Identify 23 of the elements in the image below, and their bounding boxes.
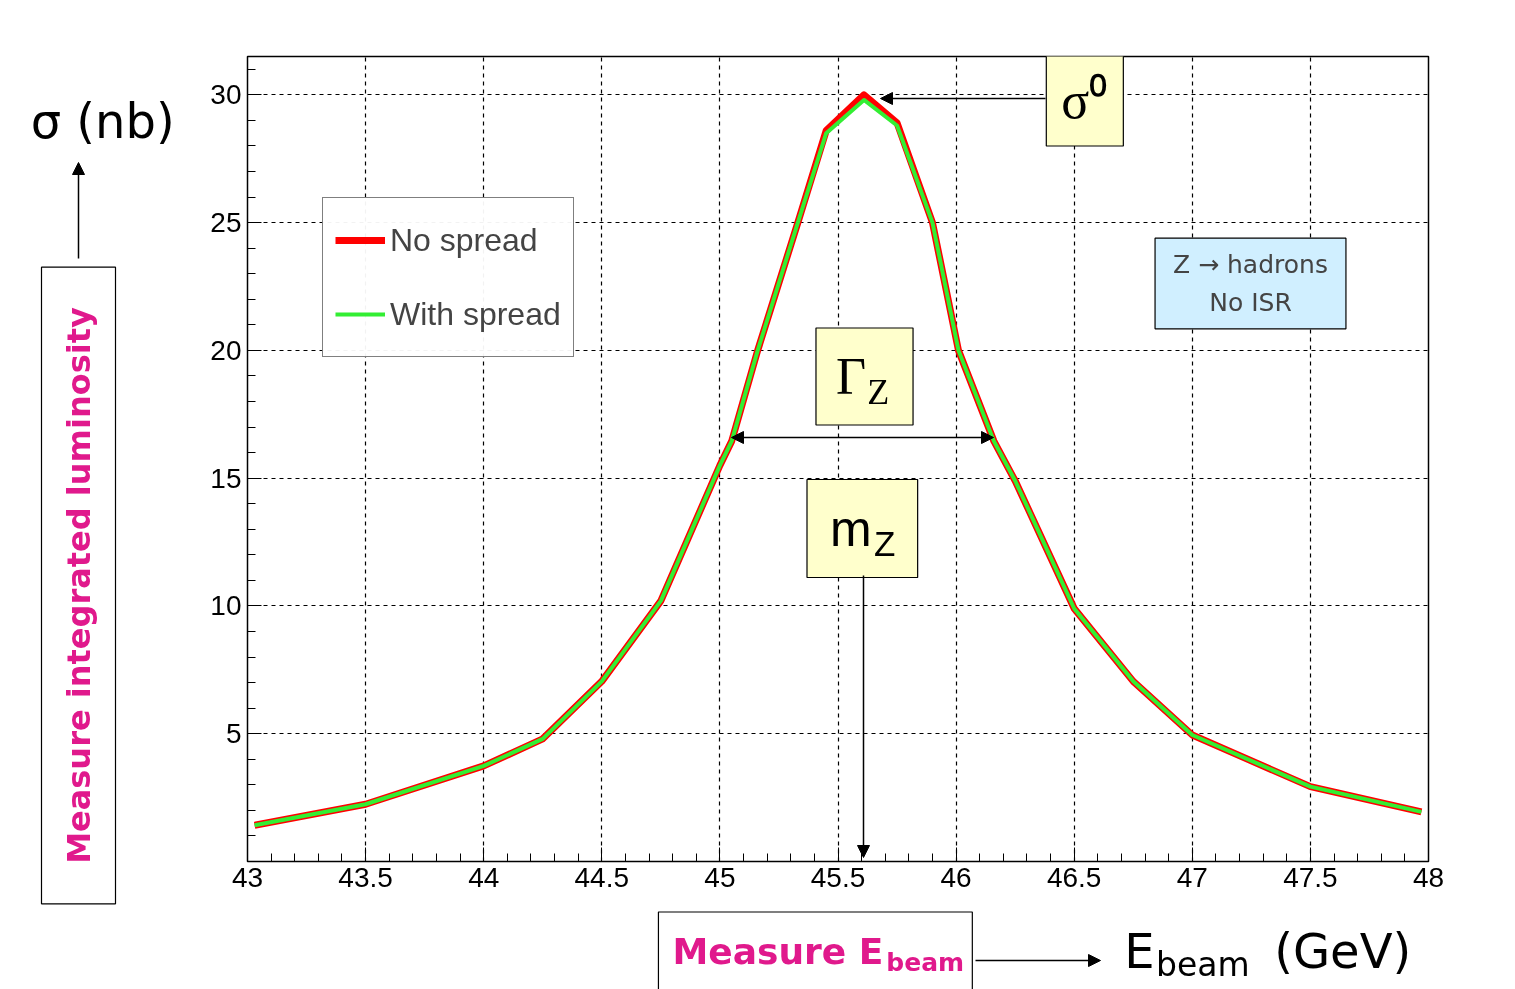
- text: Measure integrated luminosity: [59, 307, 98, 864]
- y-axis-title: σ (nb): [30, 92, 175, 149]
- y-tick-label: 5: [225, 718, 242, 750]
- x-tick-label: 44.5: [574, 861, 630, 893]
- x-tick-label: 47: [1176, 861, 1208, 893]
- y-tick-label: 20: [210, 334, 242, 366]
- y-tick-label: 25: [210, 207, 242, 239]
- x-tick-label: 45: [704, 861, 736, 893]
- x-tick-label: 47.5: [1283, 861, 1338, 893]
- annotation: Z → hadrons No ISR: [1173, 250, 1328, 317]
- legend-label: With spread: [390, 294, 561, 334]
- annotation: σ⁰: [1061, 72, 1108, 129]
- x-tick-label: 46.5: [1046, 861, 1102, 893]
- x-tick-label: 48: [1412, 861, 1445, 893]
- y-tick-label: 15: [210, 462, 242, 494]
- x-tick-label: 43.5: [338, 861, 393, 893]
- x-tick-label: 44: [468, 861, 500, 893]
- y-tick-label: 10: [210, 590, 242, 622]
- legend-label: No spread: [390, 220, 538, 260]
- x-tick-label: 45.5: [810, 861, 866, 893]
- x-tick-label: 43: [231, 861, 264, 893]
- x-tick-label: 46: [940, 861, 972, 893]
- y-tick-label: 30: [210, 79, 242, 111]
